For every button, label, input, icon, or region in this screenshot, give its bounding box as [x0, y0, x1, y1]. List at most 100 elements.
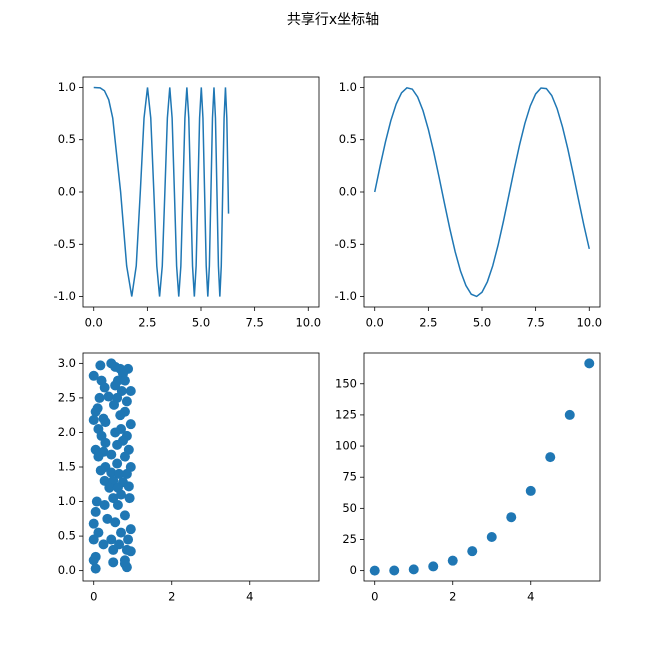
scatter-point — [119, 558, 130, 569]
scatter-point — [94, 392, 105, 403]
scatter-point — [112, 500, 123, 510]
scatter-point — [428, 561, 439, 572]
scatter-point — [506, 512, 517, 523]
x-tick-label: 2 — [449, 590, 456, 604]
scatter-point — [389, 565, 400, 576]
scatter-point — [123, 534, 134, 545]
y-tick-label: 50 — [342, 501, 357, 515]
scatter-point — [467, 546, 478, 557]
scatter-point — [103, 391, 114, 402]
x-tick-label: 0 — [371, 590, 378, 604]
subplot: 0 2 4 0.0 0.5 1.0 1.5 2.0 2.5 3.0 — [58, 352, 320, 604]
scatter-point — [125, 419, 136, 430]
x-tick-label: 7.5 — [526, 316, 544, 330]
scatter-point — [106, 449, 117, 460]
y-tick-label: 2.5 — [58, 390, 76, 404]
x-tick-label: 4 — [527, 590, 534, 604]
scatter-point — [115, 410, 126, 421]
subplot: 0 2 4 0 25 50 75 100 125 150 — [335, 352, 601, 604]
scatter-point — [98, 539, 109, 550]
scatter-point — [90, 563, 101, 574]
y-tick-label: -0.5 — [54, 237, 76, 251]
y-tick-label: 0.0 — [58, 563, 76, 577]
x-tick-label: 5.0 — [473, 316, 491, 330]
y-tick-label: 75 — [342, 470, 357, 484]
scatter-point — [124, 493, 135, 504]
y-tick-label: 100 — [335, 439, 357, 453]
scatter-point — [369, 565, 380, 576]
scatter-point — [88, 370, 99, 381]
scatter-point — [110, 517, 121, 528]
x-tick-label: 10.0 — [295, 316, 321, 330]
scatter-point — [545, 452, 556, 463]
y-tick-label: 1.0 — [339, 80, 357, 94]
scatter-point — [104, 482, 115, 493]
scatter-point — [90, 406, 101, 417]
scatter-point — [91, 496, 102, 507]
scatter-point — [106, 467, 117, 478]
x-tick-label: 7.5 — [245, 316, 263, 330]
y-tick-label: 0.0 — [58, 185, 76, 199]
scatter-point — [112, 458, 123, 469]
scatter-point — [88, 415, 99, 426]
scatter-point — [108, 557, 119, 568]
scatter-point — [100, 417, 111, 428]
scatter-point — [88, 518, 99, 529]
scatter-point — [88, 555, 99, 566]
scatter-point — [116, 489, 127, 500]
scatter-point — [123, 481, 134, 492]
y-tick-label: 150 — [335, 376, 357, 390]
scatter-point — [102, 513, 113, 524]
subplot: 0.0 2.5 5.0 7.5 10.0 -1.0 -0.5 0.0 0.5 1.0 — [335, 76, 602, 330]
scatter-point — [447, 555, 458, 566]
x-tick-label: 0.0 — [85, 316, 103, 330]
scatter-point — [125, 524, 136, 535]
subplot: 0.0 2.5 5.0 7.5 10.0 -1.0 -0.5 0.0 0.5 1.0 — [54, 76, 321, 330]
y-tick-label: 1.5 — [58, 460, 76, 474]
scatter-point — [408, 564, 419, 575]
y-tick-label: 1.0 — [58, 80, 76, 94]
scatter-point — [99, 500, 110, 510]
y-tick-label: -1.0 — [54, 289, 76, 303]
scatter-point — [110, 380, 121, 391]
scatter-point — [90, 506, 101, 517]
y-tick-label: 0 — [350, 563, 357, 577]
x-tick-label: 2.5 — [138, 316, 156, 330]
y-tick-label: 0.5 — [58, 529, 76, 543]
scatter-point — [100, 437, 111, 448]
y-tick-label: -1.0 — [335, 289, 357, 303]
figure-title: 共享行x坐标轴 — [287, 11, 379, 28]
y-tick-label: 0.5 — [339, 132, 357, 146]
axes-frame — [363, 76, 601, 308]
scatter-point — [121, 396, 132, 407]
scatter-point — [95, 465, 106, 476]
scatter-point — [116, 527, 127, 538]
scatter-point — [125, 386, 136, 396]
axes-frame — [82, 76, 320, 308]
scatter-point — [486, 531, 497, 542]
scatter-point — [88, 534, 99, 545]
scatter-point — [564, 409, 575, 420]
x-tick-label: 5.0 — [192, 316, 210, 330]
scatter-point — [125, 546, 136, 557]
y-tick-label: 0.5 — [58, 132, 76, 146]
scatter-point — [112, 439, 123, 450]
scatter-point — [119, 451, 130, 462]
x-tick-label: 0 — [90, 590, 97, 604]
scatter-point — [114, 468, 125, 479]
x-tick-label: 10.0 — [576, 316, 602, 330]
scatter-point — [110, 427, 121, 438]
line-series — [93, 86, 230, 297]
x-tick-label: 2 — [168, 590, 175, 604]
scatter-point — [99, 382, 110, 393]
y-tick-label: 0.0 — [339, 185, 357, 199]
scatter-point — [108, 544, 119, 555]
axes-frame — [82, 352, 320, 582]
x-tick-label: 2.5 — [419, 316, 437, 330]
y-tick-label: 125 — [335, 407, 357, 421]
x-tick-label: 4 — [246, 590, 253, 604]
scatter-point — [584, 358, 595, 369]
scatter-point — [106, 534, 117, 545]
y-tick-label: 3.0 — [58, 356, 76, 370]
